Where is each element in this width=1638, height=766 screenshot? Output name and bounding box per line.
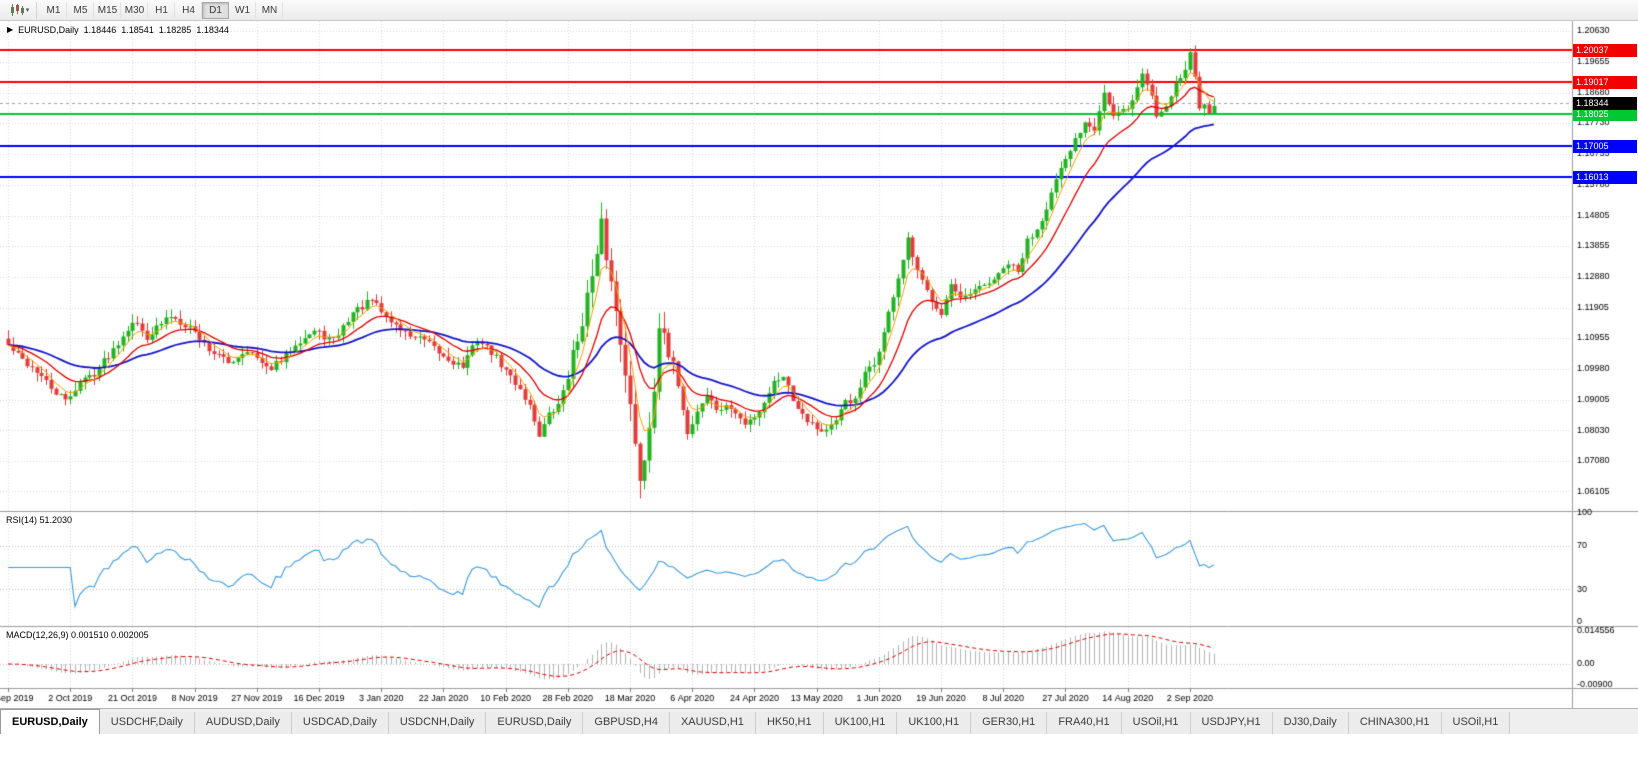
price-level-badge-2: 1.18025 xyxy=(1573,108,1637,121)
chevron-down-icon: ▾ xyxy=(25,6,30,14)
timeframe-button-h4[interactable]: H4 xyxy=(175,1,202,19)
chart-tab-10-uk100-h1[interactable]: UK100,H1 xyxy=(897,712,972,734)
timeframe-buttons: M1 M5 M15 M30 H1 H4 D1 W1 MN xyxy=(40,1,283,19)
chart-tab-16-china300-h1[interactable]: CHINA300,H1 xyxy=(1348,712,1442,734)
chart-tab-5-eurusd-daily[interactable]: EURUSD,Daily xyxy=(486,712,584,734)
chart-tab-4-usdcnh-daily[interactable]: USDCNH,Daily xyxy=(388,712,487,734)
price-level-badge-3: 1.17005 xyxy=(1573,140,1637,153)
macd-indicator-label: MACD(12,26,9) 0.001510 0.002005 xyxy=(6,630,149,640)
chart-tab-11-ger30-h1[interactable]: GER30,H1 xyxy=(971,712,1048,734)
chart-tab-0-eurusd-daily[interactable]: EURUSD,Daily xyxy=(0,709,100,734)
timeframe-button-m1[interactable]: M1 xyxy=(40,1,67,19)
chart-tab-15-dj30-daily[interactable]: DJ30,Daily xyxy=(1272,712,1349,734)
timeframe-button-d1[interactable]: D1 xyxy=(202,1,229,19)
chart-tab-12-fra40-h1[interactable]: FRA40,H1 xyxy=(1047,712,1122,734)
bid-price-badge: 1.18344 xyxy=(1573,97,1637,110)
timeframe-button-w1[interactable]: W1 xyxy=(229,1,256,19)
candlestick-chart-icon xyxy=(10,4,24,16)
chart-tab-1-usdchf-daily[interactable]: USDCHF,Daily xyxy=(99,712,195,734)
rsi-indicator-label: RSI(14) 51.2030 xyxy=(6,515,73,525)
ohlc-high: 1.18541 xyxy=(121,25,154,35)
chart-tab-7-xauusd-h1[interactable]: XAUUSD,H1 xyxy=(669,712,756,734)
timeframe-toolbar: ▾ M1 M5 M15 M30 H1 H4 D1 W1 MN xyxy=(0,0,1638,21)
timeframe-button-m30[interactable]: M30 xyxy=(121,1,148,19)
chart-window: ▶ EURUSD,Daily 1.18446 1.18541 1.18285 1… xyxy=(0,21,1638,708)
chart-tab-9-uk100-h1[interactable]: UK100,H1 xyxy=(823,712,898,734)
chart-type-dropdown[interactable]: ▾ xyxy=(3,1,37,19)
chart-tab-13-usoil-h1[interactable]: USOil,H1 xyxy=(1121,712,1191,734)
price-level-badge-0: 1.20037 xyxy=(1573,44,1637,57)
price-level-badge-1: 1.19017 xyxy=(1573,76,1637,89)
price-level-badge-4: 1.16013 xyxy=(1573,171,1637,184)
chart-tab-8-hk50-h1[interactable]: HK50,H1 xyxy=(755,712,824,734)
ohlc-open: 1.18446 xyxy=(83,25,117,35)
ohlc-low: 1.18285 xyxy=(158,25,192,35)
chart-symbol-label: EURUSD,Daily xyxy=(18,25,79,35)
ohlc-close: 1.18344 xyxy=(196,25,229,35)
chart-tab-6-gbpusd-h4[interactable]: GBPUSD,H4 xyxy=(583,712,670,734)
chart-tab-2-audusd-daily[interactable]: AUDUSD,Daily xyxy=(194,712,292,734)
timeframe-button-h1[interactable]: H1 xyxy=(148,1,175,19)
chart-tab-bar: EURUSD,Daily USDCHF,Daily AUDUSD,Daily USDC… xyxy=(0,708,1638,734)
one-click-trading-toggle-icon[interactable]: ▶ xyxy=(7,25,14,34)
timeframe-button-m5[interactable]: M5 xyxy=(67,1,94,19)
chart-ohlc-info: ▶ EURUSD,Daily 1.18446 1.18541 1.18285 1… xyxy=(7,25,229,35)
chart-tab-14-usdjpy-h1[interactable]: USDJPY,H1 xyxy=(1190,712,1273,734)
chart-tab-17-usoil-h1[interactable]: USOil,H1 xyxy=(1441,712,1511,734)
price-chart-canvas[interactable] xyxy=(0,21,1638,708)
timeframe-button-m15[interactable]: M15 xyxy=(94,1,121,19)
timeframe-button-mn[interactable]: MN xyxy=(256,1,283,19)
chart-tab-3-usdcad-daily[interactable]: USDCAD,Daily xyxy=(291,712,389,734)
